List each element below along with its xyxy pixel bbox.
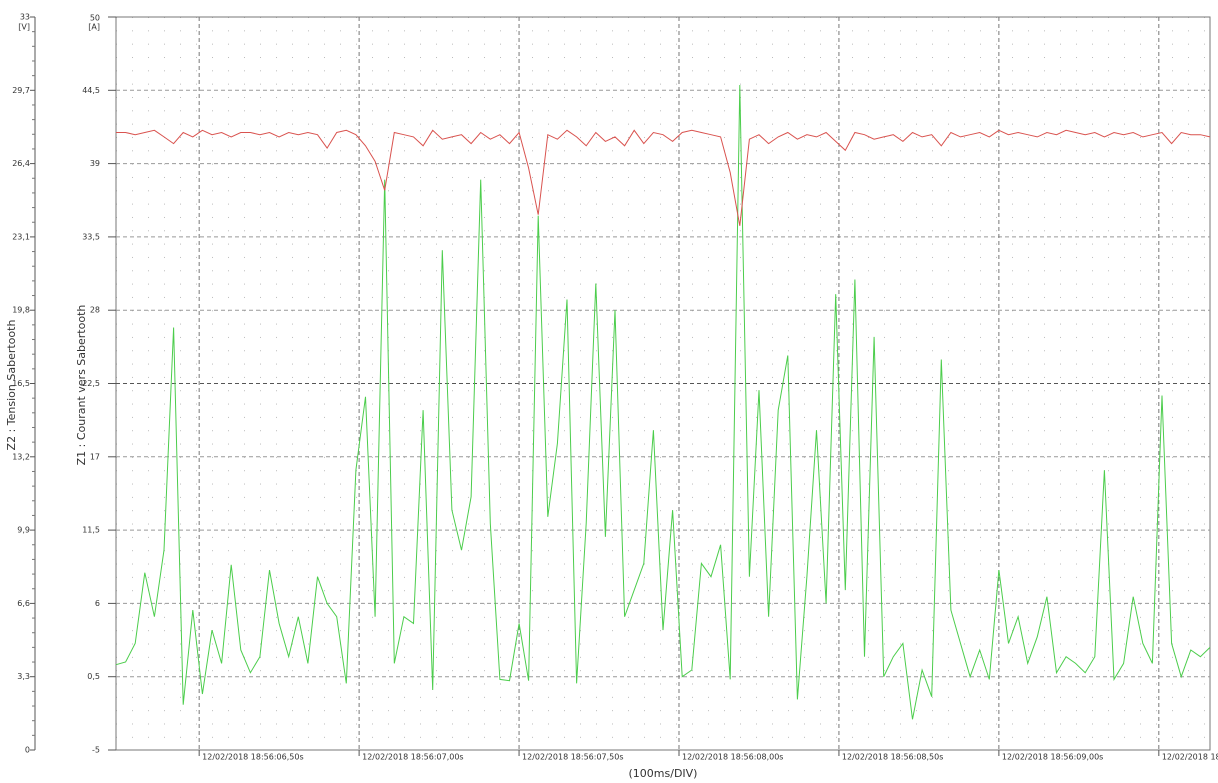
y-tick-label: 6: [95, 599, 100, 608]
y2-tick-label: 6,6: [17, 599, 30, 608]
y2-tick-label: 19,8: [12, 306, 30, 315]
y2-tick-label: 33: [20, 13, 30, 22]
y-tick-label: 22,5: [82, 379, 100, 388]
y2-tick-label: 9,9: [17, 526, 30, 535]
y-tick-label: 50: [90, 14, 100, 23]
y2-tick-label: 16,5: [12, 379, 30, 388]
y-tick-label: -5: [92, 746, 100, 755]
y2-axis-title: Z2 : Tension Sabertooth: [5, 320, 18, 451]
y2-tick-label: 23,1: [12, 232, 30, 241]
y2-tick-label: 0: [25, 746, 30, 755]
x-axis-title: (100ms/DIV): [629, 767, 698, 780]
y-tick-label: 17: [90, 452, 100, 461]
x-tick-label: 12/02/2018 18:56:07,50s: [522, 753, 623, 762]
y-tick-label: 11,5: [82, 526, 100, 535]
y-axis-title: Z1 : Courant vers Sabertooth: [75, 305, 88, 466]
x-tick-label: 12/02/2018 18:56:06,50s: [202, 753, 303, 762]
x-tick-label: 12/02/2018 18:56:09,00s: [1002, 753, 1103, 762]
y2-tick-label: 26,4: [12, 159, 30, 168]
series-line: [115, 84, 1211, 720]
x-tick-label: 12/02/2018 18:56:08,00s: [682, 753, 783, 762]
y-unit: [A]: [88, 23, 100, 32]
y2-tick-label: 13,2: [12, 452, 30, 461]
y-tick-label: 33,5: [82, 232, 100, 241]
x-tick-label: 12/02/2018 18:56:09,5: [1162, 753, 1218, 762]
y-tick-label: 44,5: [82, 86, 100, 95]
y2-tick-label: 3,3: [17, 672, 30, 681]
y-tick-label: 28: [90, 306, 100, 315]
x-tick-label: 12/02/2018 18:56:08,50s: [842, 753, 943, 762]
series-line: [116, 129, 1211, 226]
x-tick-label: 12/02/2018 18:56:07,00s: [362, 753, 463, 762]
y2-tick-label: 29,7: [12, 86, 30, 95]
y-tick-label: 39: [90, 159, 100, 168]
y2-unit: [V]: [18, 23, 30, 32]
y-tick-label: 0,5: [87, 672, 100, 681]
